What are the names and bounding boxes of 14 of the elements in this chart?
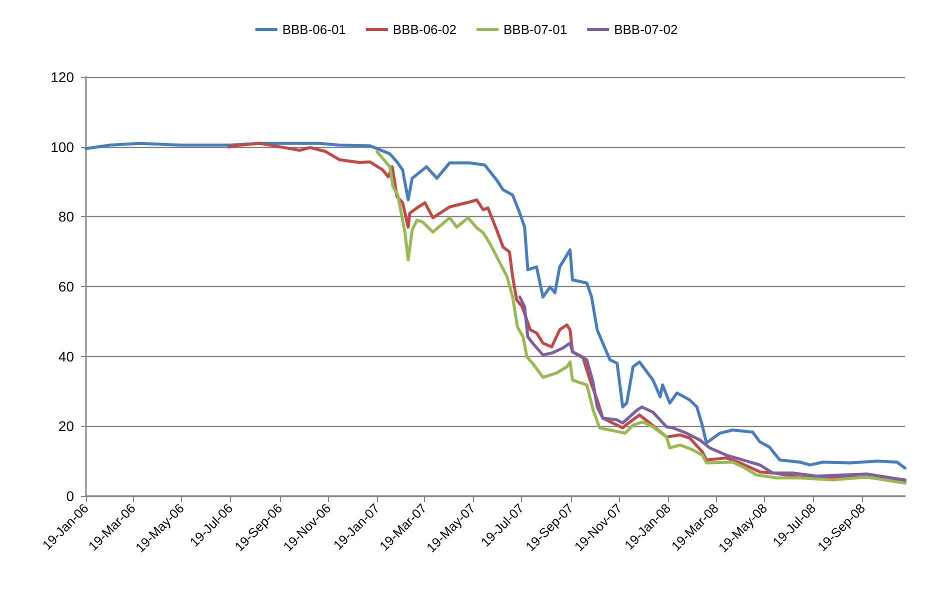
y-tick-label: 80 — [58, 208, 74, 225]
y-tick-label: 60 — [58, 278, 74, 294]
legend-label: BBB-06-01 — [282, 22, 346, 37]
y-tick-label: 20 — [58, 418, 74, 434]
legend-label: BBB-07-02 — [614, 22, 678, 37]
line-series — [376, 150, 906, 485]
legend-label: BBB-06-02 — [392, 22, 457, 37]
line-series — [518, 295, 906, 482]
y-tick-label: 40 — [58, 348, 74, 364]
y-tick-label: 120 — [50, 69, 74, 85]
legend-label: BBB-07-01 — [504, 22, 568, 37]
line-series — [84, 142, 906, 470]
y-tick-label: 0 — [66, 488, 74, 504]
y-tick-label: 100 — [50, 138, 74, 155]
